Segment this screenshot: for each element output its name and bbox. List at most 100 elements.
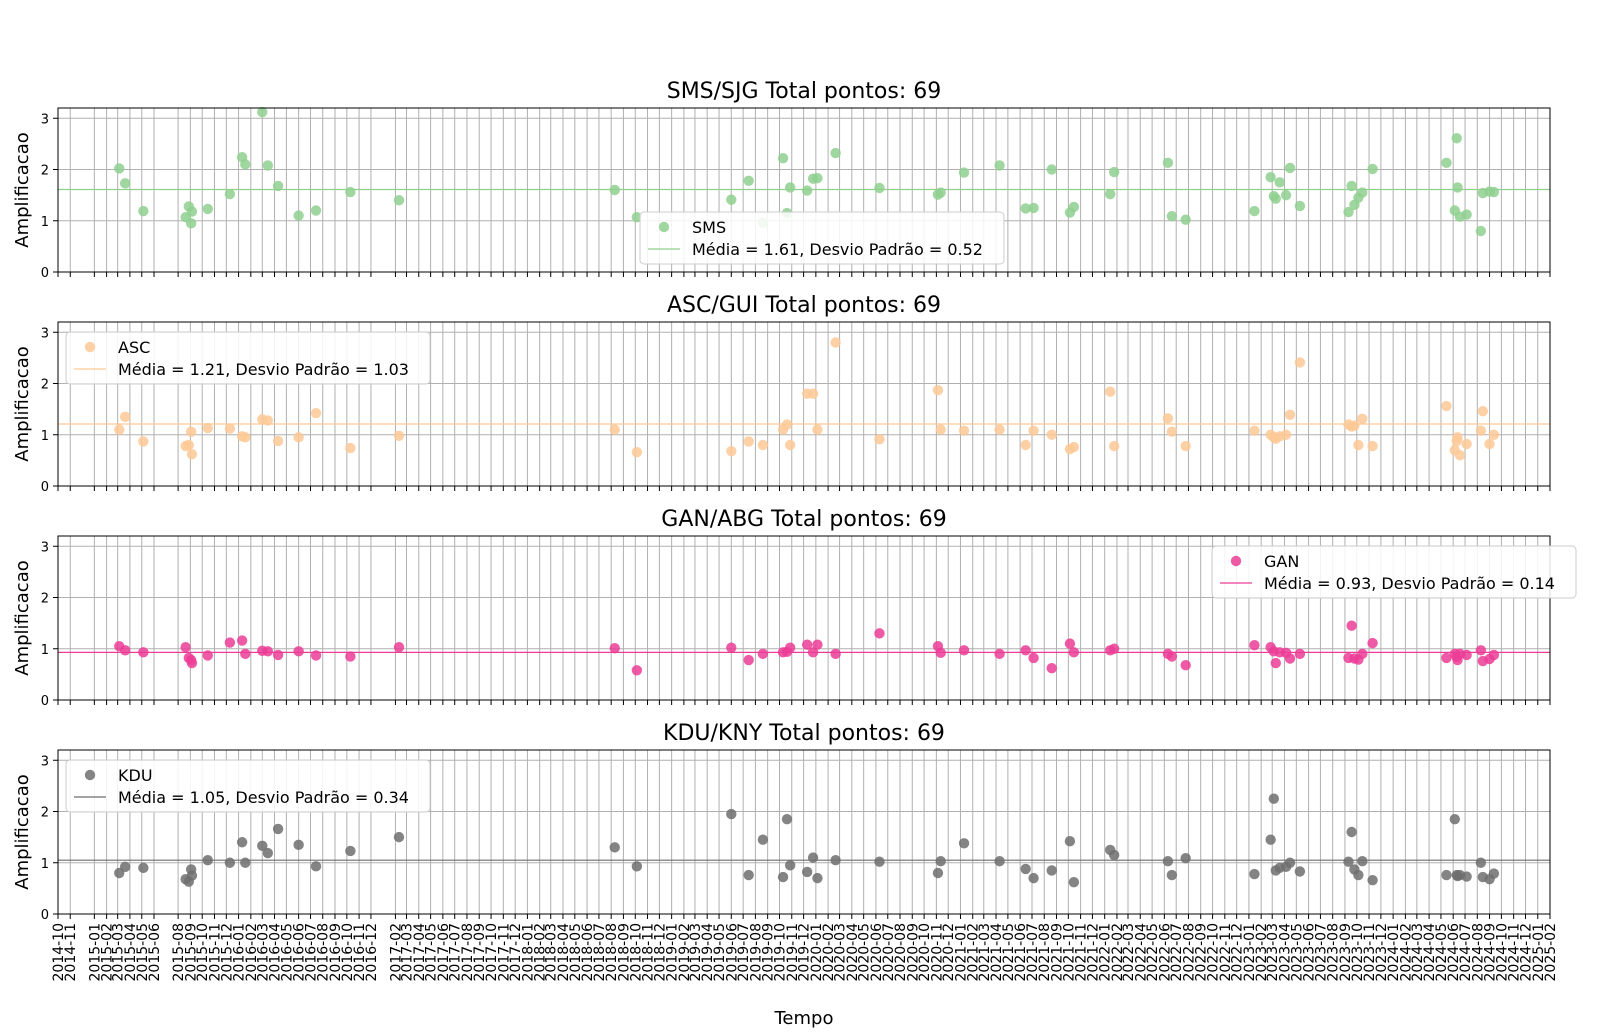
x-tick-label: 2023-08 xyxy=(1326,923,1342,982)
x-tick-label: 2018-07 xyxy=(592,923,608,982)
data-point xyxy=(1265,834,1276,845)
x-tick-label: 2016-04 xyxy=(268,923,284,982)
data-point xyxy=(1270,193,1281,204)
x-tick-label: 2022-04 xyxy=(1133,923,1149,982)
x-tick-label: 2024-08 xyxy=(1470,923,1486,982)
x-tick-label: 2020-05 xyxy=(857,923,873,982)
y-axis-label: Amplificacao xyxy=(12,132,33,247)
data-point xyxy=(726,808,737,820)
x-tick-label: 2017-06 xyxy=(436,923,452,982)
data-point xyxy=(874,856,885,867)
data-point xyxy=(202,650,213,661)
data-point xyxy=(1343,856,1354,867)
x-tick-label: 2020-12 xyxy=(941,923,957,982)
x-tick-label: 2015-09 xyxy=(183,923,199,982)
x-tick-label: 2018-02 xyxy=(533,923,549,982)
data-point xyxy=(293,210,304,221)
data-point xyxy=(262,847,274,859)
x-tick-label: 2022-09 xyxy=(1194,923,1210,982)
panel-title: KDU/KNY Total pontos: 69 xyxy=(663,721,945,746)
data-point xyxy=(1162,413,1174,424)
y-tick-label: 2 xyxy=(41,592,49,607)
data-point xyxy=(202,203,213,215)
data-point xyxy=(138,862,149,874)
data-point xyxy=(812,639,823,650)
data-point xyxy=(1280,429,1292,440)
data-point xyxy=(1166,869,1178,881)
x-tick-label: 2015-12 xyxy=(219,923,235,982)
x-tick-label: 2023-10 xyxy=(1350,923,1366,982)
data-point xyxy=(1064,638,1076,649)
data-point xyxy=(202,854,213,866)
data-point xyxy=(224,423,236,434)
data-point xyxy=(240,159,251,170)
data-point xyxy=(1108,166,1120,178)
legend-box xyxy=(65,759,431,813)
x-tick-label: 2023-09 xyxy=(1338,923,1354,982)
x-tick-label: 2018-04 xyxy=(556,923,572,982)
x-tick-label: 2021-05 xyxy=(1001,923,1017,982)
data-point xyxy=(807,647,819,658)
y-tick-label: 2 xyxy=(41,806,49,821)
x-tick-label: 2020-11 xyxy=(929,923,945,982)
y-axis-label: Amplificacao xyxy=(12,774,33,889)
data-point xyxy=(874,628,885,639)
data-point xyxy=(935,856,946,867)
y-tick-label: 3 xyxy=(41,540,49,555)
data-point xyxy=(781,419,793,430)
x-tick-label: 2018-08 xyxy=(604,923,620,982)
data-point xyxy=(1294,866,1306,877)
data-point xyxy=(1451,133,1462,144)
x-tick-label: 2023-11 xyxy=(1362,923,1378,982)
data-point xyxy=(393,195,405,206)
x-tick-label: 2020-08 xyxy=(893,923,909,982)
x-tick-label: 2022-03 xyxy=(1121,923,1137,982)
data-point xyxy=(1441,869,1452,881)
data-point xyxy=(272,823,284,835)
data-point xyxy=(114,424,125,435)
data-point xyxy=(119,861,131,873)
x-tick-label: 2023-03 xyxy=(1265,923,1281,982)
data-point xyxy=(1449,813,1460,825)
x-tick-label: 2025-02 xyxy=(1543,923,1559,982)
x-tick-label: 2024-10 xyxy=(1494,923,1510,982)
data-point xyxy=(1249,868,1260,880)
data-point xyxy=(1166,210,1178,222)
x-tick-label: 2015-06 xyxy=(147,923,163,982)
data-point xyxy=(1461,871,1472,882)
data-point xyxy=(224,188,236,200)
data-point xyxy=(1357,856,1368,867)
x-tick-label: 2024-04 xyxy=(1422,923,1438,982)
x-tick-label: 2023-12 xyxy=(1374,923,1390,982)
x-tick-label: 2024-05 xyxy=(1434,923,1450,982)
data-point xyxy=(1284,409,1296,420)
data-point xyxy=(958,167,970,178)
data-point xyxy=(1166,651,1178,662)
data-point xyxy=(1294,357,1306,368)
x-tick-label: 2021-08 xyxy=(1037,923,1053,982)
data-point xyxy=(994,424,1005,435)
data-point xyxy=(1108,440,1120,452)
x-tick-label: 2024-02 xyxy=(1398,923,1414,982)
x-tick-label: 2014-11 xyxy=(63,923,79,982)
data-point xyxy=(1346,620,1357,631)
data-point xyxy=(958,645,970,656)
data-point xyxy=(1108,849,1120,861)
x-tick-label: 2016-07 xyxy=(303,923,319,982)
data-point xyxy=(186,449,198,460)
data-point xyxy=(119,645,131,656)
x-tick-label: 2019-03 xyxy=(688,923,704,982)
x-tick-label: 2017-02 xyxy=(388,923,404,982)
data-point xyxy=(240,648,251,660)
data-point xyxy=(1349,420,1360,431)
data-point xyxy=(807,388,819,399)
data-point xyxy=(830,854,841,866)
x-tick-label: 2022-07 xyxy=(1169,923,1185,982)
data-point xyxy=(726,194,737,205)
data-point xyxy=(119,178,131,189)
x-tick-label: 2015-01 xyxy=(87,923,103,982)
x-tick-label: 2014-10 xyxy=(51,923,67,982)
data-point xyxy=(1357,413,1368,425)
panel-title: GAN/ABG Total pontos: 69 xyxy=(661,507,946,532)
data-point xyxy=(185,218,197,229)
